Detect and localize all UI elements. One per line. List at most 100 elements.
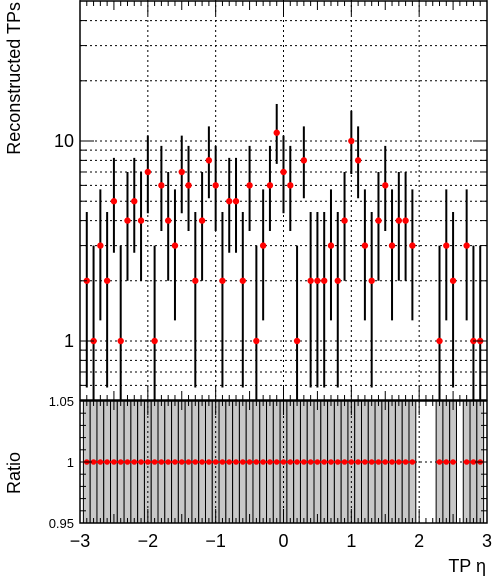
ratio-point (463, 459, 470, 465)
ratio-point (267, 459, 273, 465)
data-point (327, 242, 335, 249)
ratio-point (212, 459, 219, 465)
ratio-point (206, 459, 212, 465)
main-panel (79, 0, 488, 400)
data-point (110, 198, 118, 205)
ratio-point (436, 459, 443, 465)
ratio-point (470, 459, 477, 465)
data-point (144, 168, 152, 176)
main-y-tick-label: 10 (54, 131, 74, 151)
ratio-point (287, 459, 294, 465)
ratio-y-axis-label: Ratio (4, 452, 24, 494)
ratio-point (246, 459, 253, 465)
ratio-point (253, 459, 260, 465)
data-point (171, 242, 179, 249)
data-point (164, 217, 172, 224)
data-point (232, 198, 240, 205)
ratio-point (355, 459, 361, 465)
data-point (198, 217, 206, 224)
data-point (124, 217, 131, 224)
x-axis-label: TP η (448, 556, 486, 576)
ratio-point (334, 459, 341, 465)
ratio-point (185, 459, 192, 465)
data-point (443, 242, 450, 249)
x-tick-label: 1 (346, 531, 356, 551)
ratio-point (321, 459, 328, 465)
ratio-point (233, 459, 239, 465)
x-tick-label: −3 (70, 531, 91, 551)
ratio-point (178, 459, 185, 465)
ratio-point (341, 459, 348, 465)
main-y-axis-label: Reconstructed TPs (4, 2, 24, 155)
main-y-tick-label: 1 (64, 331, 74, 351)
x-tick-label: −1 (205, 531, 226, 551)
data-point (449, 277, 457, 284)
data-point (212, 182, 219, 189)
data-point (334, 277, 341, 284)
ratio-point (375, 459, 382, 465)
ratio-point (301, 459, 307, 465)
ratio-point (450, 459, 456, 465)
x-tick-label: 0 (278, 531, 288, 551)
x-tick-label: 2 (414, 531, 424, 551)
data-point (273, 129, 280, 136)
data-point (219, 277, 226, 284)
data-point (436, 337, 443, 345)
ratio-y-tick-label: 1 (67, 455, 74, 470)
data-point (402, 217, 409, 224)
ratio-point (111, 459, 117, 465)
data-point (151, 337, 158, 345)
data-point (117, 337, 124, 345)
ratio-point (368, 459, 375, 465)
ratio-point (151, 459, 158, 465)
ratio-point (124, 459, 131, 465)
data-point (178, 168, 185, 176)
data-point (287, 182, 294, 189)
data-point (463, 242, 470, 249)
data-point (226, 198, 233, 205)
ratio-point (362, 459, 368, 465)
ratio-y-tick-label: 1.05 (49, 394, 74, 409)
ratio-point (199, 459, 205, 465)
data-point (314, 277, 321, 284)
data-point (341, 217, 348, 224)
ratio-point (104, 459, 110, 465)
data-point (97, 242, 104, 249)
ratio-point (389, 459, 395, 465)
ratio-point (145, 459, 151, 465)
data-point (137, 217, 145, 224)
data-point (158, 182, 165, 189)
data-point (368, 277, 375, 284)
data-point (266, 182, 274, 189)
ratio-point (192, 459, 199, 465)
ratio-point (90, 459, 97, 465)
ratio-point (172, 459, 178, 465)
data-point (131, 198, 138, 205)
data-point (253, 337, 260, 345)
ratio-point (219, 459, 226, 465)
data-point (192, 277, 199, 284)
ratio-point (382, 459, 389, 465)
data-point (382, 182, 389, 189)
panel-frames: 1 10 −3 −2 −1 0 1 2 3 0.95 1 1.05 (49, 0, 492, 551)
ratio-point (138, 459, 144, 465)
data-point (388, 242, 396, 249)
ratio-point (165, 459, 171, 465)
ratio-point (273, 459, 280, 465)
ratio-point (131, 459, 138, 465)
ratio-point (328, 459, 334, 465)
data-point (321, 277, 328, 284)
data-point (293, 337, 301, 345)
data-point (246, 182, 253, 189)
x-tick-label: 3 (482, 531, 492, 551)
data-point (361, 242, 369, 249)
data-point (395, 217, 403, 224)
ratio-point (348, 459, 355, 465)
ratio-point (443, 459, 450, 465)
ratio-point (409, 459, 416, 465)
ratio-point (226, 459, 233, 465)
ratio-point (314, 459, 321, 465)
data-point (185, 182, 192, 189)
data-point (300, 157, 308, 164)
